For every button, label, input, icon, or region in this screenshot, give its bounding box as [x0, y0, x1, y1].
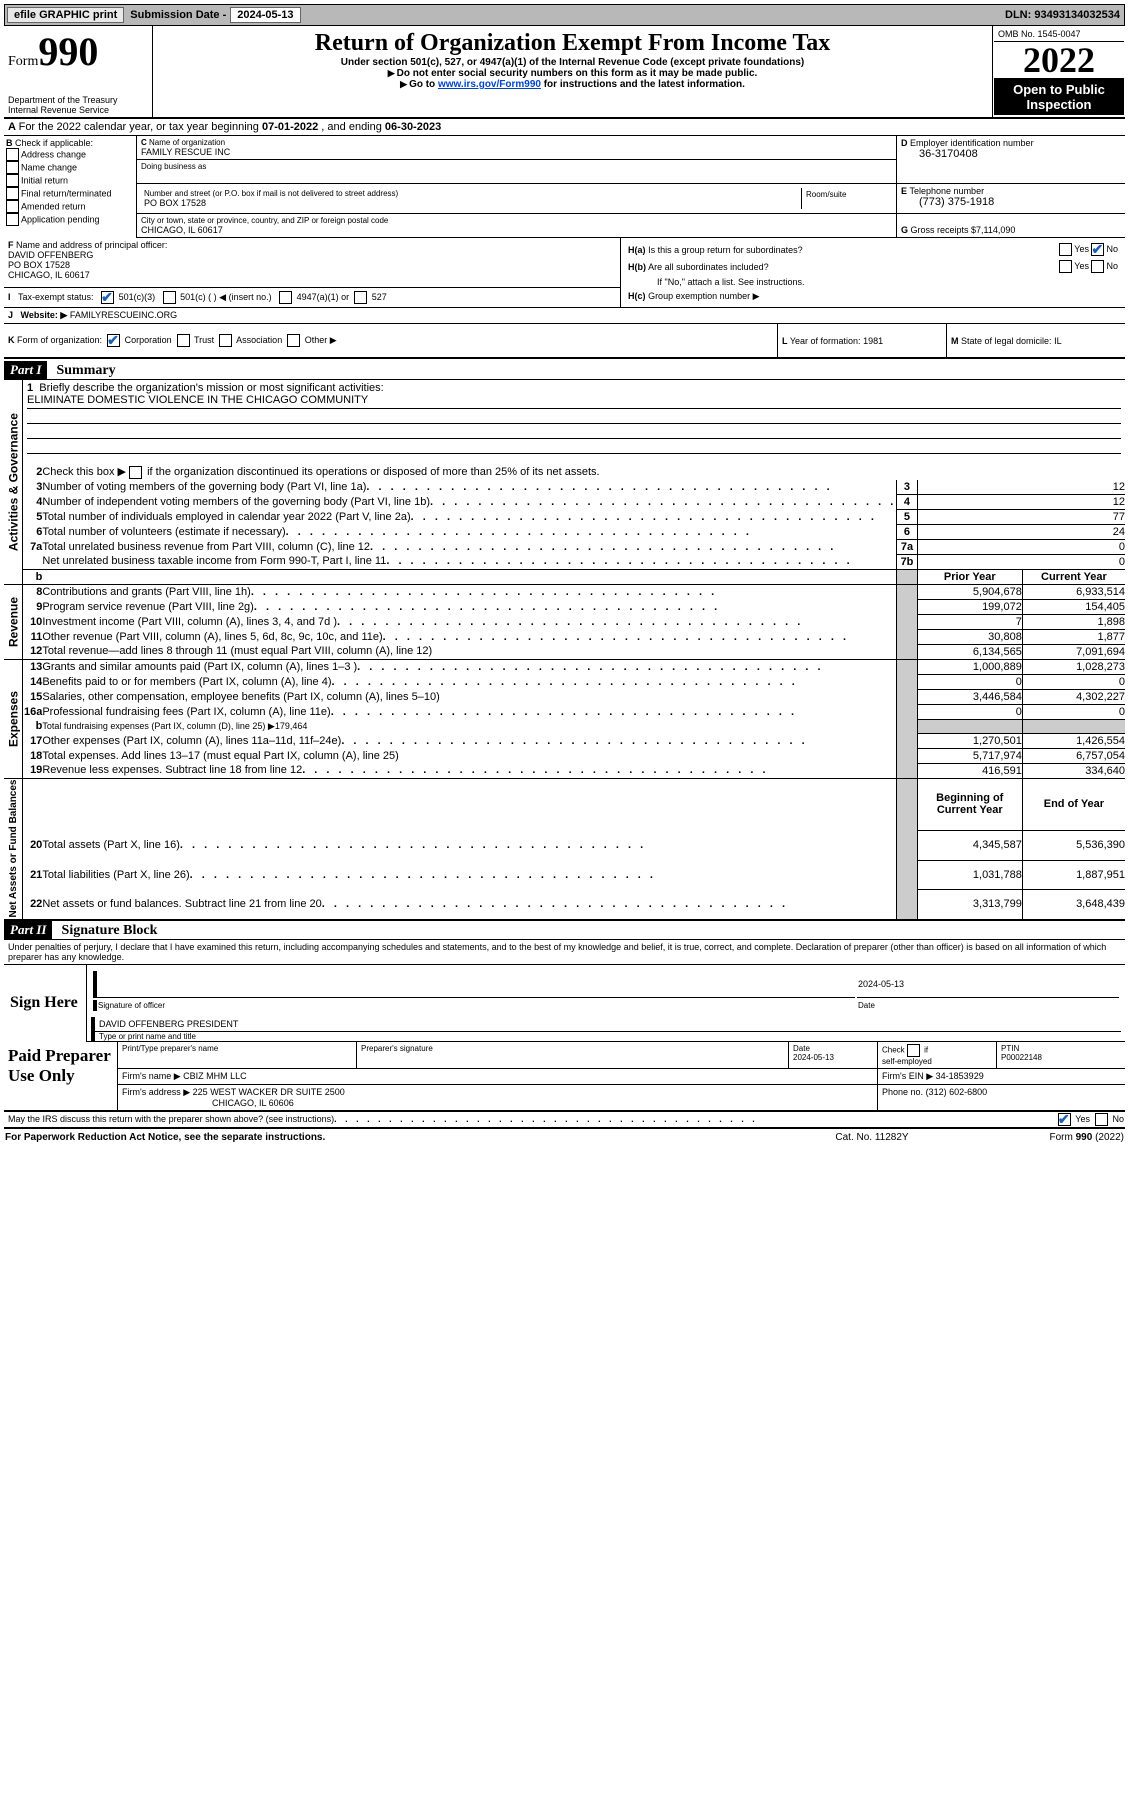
ptin-value: P00022148 [1001, 1053, 1042, 1062]
irs-label: Internal Revenue Service [8, 105, 148, 115]
hb-yes-checkbox[interactable] [1059, 260, 1072, 273]
firm-address-2: CHICAGO, IL 60606 [122, 1098, 294, 1108]
year-formation: 1981 [863, 336, 883, 346]
name-change-checkbox[interactable] [6, 161, 19, 174]
net-assets-label: Net Assets or Fund Balances [4, 778, 23, 920]
expenses-label: Expenses [4, 659, 23, 778]
501c-other-checkbox[interactable] [163, 291, 176, 304]
top-bar: efile GRAPHIC print Submission Date - 20… [4, 4, 1125, 26]
form-990-label: Form990 [8, 28, 148, 75]
tax-year: 2022 [994, 42, 1124, 79]
ha-no-checkbox[interactable] [1091, 243, 1104, 256]
sig-date: 2024-05-13 [857, 971, 1119, 998]
part-ii-title: Signature Block [56, 923, 158, 938]
assoc-checkbox[interactable] [219, 334, 232, 347]
firm-name: CBIZ MHM LLC [183, 1071, 247, 1081]
self-employed-checkbox[interactable] [907, 1044, 920, 1057]
irs-form990-link[interactable]: www.irs.gov/Form990 [438, 79, 541, 90]
paperwork-notice: For Paperwork Reduction Act Notice, see … [4, 1129, 771, 1144]
line5-value: 77 [917, 509, 1125, 524]
form-title: Return of Organization Exempt From Incom… [157, 30, 988, 57]
officer-name-title: DAVID OFFENBERG PRESIDENT [91, 1017, 1121, 1032]
paid-preparer-label: Paid Preparer Use Only [4, 1042, 118, 1111]
officer-name: DAVID OFFENBERG [8, 250, 616, 260]
527-checkbox[interactable] [354, 291, 367, 304]
website-value: FAMILYRESCUEINC.ORG [70, 310, 177, 320]
other-checkbox[interactable] [287, 334, 300, 347]
current-year-header: Current Year [1022, 569, 1125, 584]
identity-table: B Check if applicable: Address change Na… [4, 136, 1125, 238]
line-a: A For the 2022 calendar year, or tax yea… [4, 119, 1125, 136]
end-year-header: End of Year [1022, 778, 1125, 831]
subtitle-2: Do not enter social security numbers on … [157, 68, 988, 79]
activities-governance-label: Activities & Governance [4, 380, 23, 584]
part-i-title: Summary [50, 363, 115, 378]
firm-address-1: 225 WEST WACKER DR SUITE 2500 [193, 1087, 345, 1097]
open-to-public: Open to Public Inspection [994, 79, 1124, 115]
efile-print-button[interactable]: efile GRAPHIC print [7, 7, 124, 23]
initial-return-checkbox[interactable] [6, 174, 19, 187]
subtitle-1: Under section 501(c), 527, or 4947(a)(1)… [157, 57, 988, 68]
gross-receipts-value: 7,114,090 [976, 225, 1015, 235]
address-change-checkbox[interactable] [6, 148, 19, 161]
form-header-table: Form990 Department of the Treasury Inter… [4, 26, 1125, 119]
catalog-number: Cat. No. 11282Y [771, 1129, 973, 1144]
submission-date-value: 2024-05-13 [230, 7, 300, 23]
ein-value: 36-3170408 [901, 148, 1121, 160]
amended-return-checkbox[interactable] [6, 200, 19, 213]
dept-treasury: Department of the Treasury [8, 95, 148, 105]
org-name: FAMILY RESCUE INC [141, 147, 892, 157]
line7b-value: 0 [917, 554, 1125, 569]
trust-checkbox[interactable] [177, 334, 190, 347]
irs-discuss-yes-checkbox[interactable] [1058, 1113, 1071, 1126]
subtitle-3: Go to www.irs.gov/Form990 for instructio… [157, 79, 988, 90]
line2-checkbox[interactable] [129, 466, 142, 479]
hb-no-checkbox[interactable] [1091, 260, 1104, 273]
telephone-value: (773) 375-1918 [901, 196, 1121, 208]
part-ii-header: Part II [4, 921, 52, 939]
submission-date-label: Submission Date - [126, 9, 230, 21]
check-applicable-label: Check if applicable: [15, 138, 93, 148]
part-i-table: Activities & Governance 1 Briefly descri… [4, 380, 1125, 921]
line3-value: 12 [917, 480, 1125, 495]
ein-label: Employer identification number [910, 138, 1034, 148]
application-pending-checkbox[interactable] [6, 213, 19, 226]
prior-year-header: Prior Year [917, 569, 1022, 584]
final-return-checkbox[interactable] [6, 187, 19, 200]
legal-domicile: IL [1054, 336, 1062, 346]
firm-phone: (312) 602-6800 [926, 1087, 988, 1097]
ha-yes-checkbox[interactable] [1059, 243, 1072, 256]
city-state-zip: CHICAGO, IL 60617 [141, 225, 892, 235]
street-address: PO BOX 17528 [144, 198, 798, 208]
line6-value: 24 [917, 524, 1125, 539]
beginning-year-header: Beginning of Current Year [917, 778, 1022, 831]
4947a1-checkbox[interactable] [279, 291, 292, 304]
irs-discuss-no-checkbox[interactable] [1095, 1113, 1108, 1126]
line7a-value: 0 [917, 539, 1125, 554]
part-i-header: Part I [4, 361, 47, 379]
sign-here-label: Sign Here [4, 965, 87, 1042]
501c3-checkbox[interactable] [101, 291, 114, 304]
form-footer: Form 990 (2022) [973, 1129, 1125, 1144]
dln-value: DLN: 93493134032534 [1001, 9, 1124, 21]
revenue-label: Revenue [4, 584, 23, 659]
firm-ein: 34-1853929 [936, 1071, 984, 1081]
penalties-perjury: Under penalties of perjury, I declare th… [4, 940, 1125, 965]
line4-value: 12 [917, 494, 1125, 509]
mission-text: ELIMINATE DOMESTIC VIOLENCE IN THE CHICA… [27, 394, 1121, 409]
corp-checkbox[interactable] [107, 334, 120, 347]
